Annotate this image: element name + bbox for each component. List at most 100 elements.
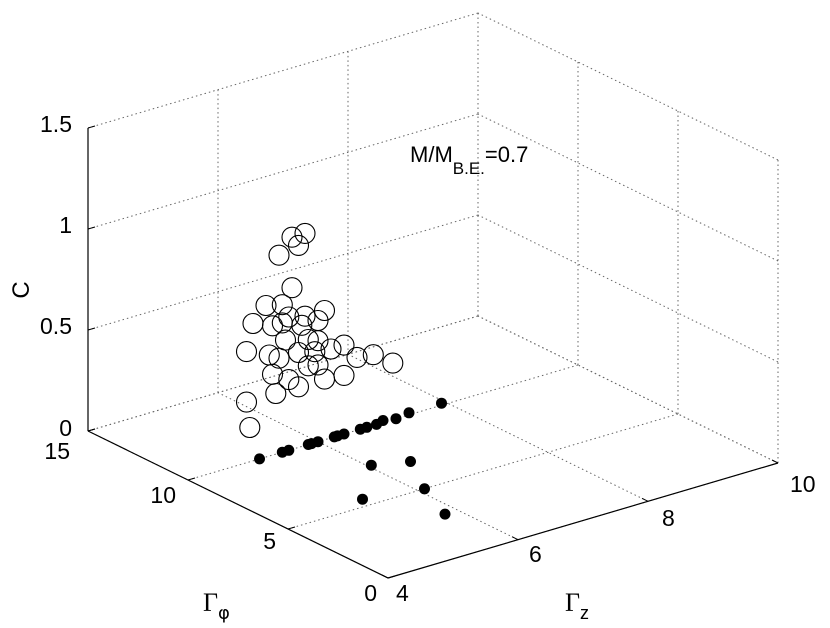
- filled-circle-point: [390, 413, 402, 425]
- open-circle-point: [278, 306, 300, 328]
- annotation-sub: B.E.: [453, 159, 485, 178]
- grid-lines: [87, 12, 779, 579]
- y-tick-mark: [187, 477, 196, 481]
- filled-circle-point: [403, 407, 415, 419]
- open-circle-point: [291, 314, 313, 336]
- open-circle-point: [268, 244, 290, 266]
- filled-circle-point: [371, 418, 382, 430]
- z-tick-label: 1.5: [40, 111, 72, 137]
- open-circle-point: [287, 376, 310, 398]
- open-circle-point: [281, 277, 303, 299]
- open-circle-point: [287, 341, 310, 364]
- filled-circle-series: [254, 397, 451, 520]
- grid-line: [87, 113, 479, 230]
- open-circle-point: [274, 329, 297, 351]
- open-circle-point: [333, 334, 355, 356]
- x-tick-label: 8: [662, 505, 675, 531]
- open-circle-point: [294, 305, 316, 327]
- grid-line: [87, 214, 479, 331]
- grid-line: [477, 315, 779, 464]
- y-tick-mark: [387, 575, 396, 579]
- y-axis-label: Γφ: [203, 588, 230, 624]
- open-circle-point: [362, 344, 384, 366]
- z-tick-mark: [87, 226, 96, 230]
- filled-circle-point: [365, 459, 377, 471]
- filled-circle-point: [302, 439, 314, 450]
- y-tick-label: 15: [44, 438, 70, 464]
- filled-circle-point: [357, 493, 368, 505]
- y-tick-mark: [287, 526, 296, 530]
- y-tick-label: 5: [263, 528, 276, 554]
- annotation-main: M/M: [410, 142, 453, 167]
- filled-circle-point: [338, 428, 350, 440]
- filled-circle-point: [254, 453, 265, 465]
- x-tick-label: 4: [396, 580, 409, 606]
- x-tick-mark: [771, 459, 779, 464]
- y-axis-label-main: Γ: [203, 588, 218, 617]
- x-tick-labels: 4 6 8 10: [396, 471, 816, 606]
- z-tick-mark: [87, 125, 96, 129]
- z-tick-labels: 0 0.5 1 1.5: [40, 111, 72, 441]
- x-tick-mark: [641, 497, 649, 502]
- open-circle-point: [261, 315, 284, 337]
- x-axis-label: Γz: [565, 588, 589, 623]
- y-tick-label: 0: [364, 580, 377, 606]
- filled-circle-point: [439, 508, 451, 520]
- z-tick-mark: [87, 428, 96, 432]
- open-circle-point: [304, 341, 326, 363]
- x-axis-label-sub: z: [580, 603, 589, 623]
- grid-line: [87, 12, 479, 129]
- annotation-suffix: =0.7: [485, 142, 528, 167]
- grid-line: [477, 12, 779, 161]
- open-circle-point: [346, 346, 368, 368]
- open-circle-point: [320, 338, 342, 360]
- open-circle-point: [281, 226, 303, 248]
- filled-circle-point: [419, 483, 430, 495]
- y-tick-labels: 0 5 10 15: [44, 438, 377, 606]
- open-circle-point: [382, 352, 404, 374]
- filled-circle-point: [354, 423, 366, 435]
- mass-ratio-annotation: M/MB.E.=0.7: [410, 142, 528, 178]
- open-circle-point: [294, 222, 316, 244]
- filled-circle-point: [405, 456, 416, 467]
- open-circle-point: [271, 294, 293, 316]
- open-circle-point: [255, 294, 277, 317]
- axes-box: [87, 128, 779, 579]
- z-tick-label: 1: [59, 212, 72, 238]
- x-tick-label: 10: [790, 471, 816, 497]
- x-axis-label-main: Γ: [565, 588, 580, 617]
- open-circle-point: [235, 391, 258, 413]
- open-circle-point: [235, 341, 258, 363]
- filled-circle-point: [283, 444, 295, 456]
- filled-circle-point: [436, 397, 447, 409]
- z-tick-mark: [87, 327, 96, 331]
- x-tick-label: 6: [529, 541, 542, 567]
- open-circle-point: [242, 312, 264, 335]
- x-tick-mark: [511, 536, 519, 541]
- grid-line: [287, 413, 679, 530]
- grid-line: [347, 353, 649, 502]
- open-circle-point: [239, 416, 261, 439]
- z-tick-label: 0.5: [40, 313, 72, 339]
- x-axis-line: [387, 462, 779, 579]
- open-circle-point: [307, 354, 329, 376]
- tick-marks: [87, 125, 779, 579]
- open-circle-point: [313, 299, 336, 322]
- y-tick-label: 10: [150, 482, 176, 508]
- y-axis-line: [87, 430, 389, 579]
- open-circle-point: [287, 234, 310, 256]
- open-circle-point: [265, 382, 287, 405]
- open-circle-point: [333, 364, 355, 386]
- open-circle-series: [235, 222, 404, 439]
- z-tick-label: 0: [59, 415, 72, 441]
- open-circle-point: [307, 330, 329, 352]
- filled-circle-point: [328, 431, 340, 443]
- open-circle-point: [297, 355, 319, 377]
- grid-line: [477, 113, 779, 262]
- grid-line: [477, 214, 779, 363]
- z-axis-label: C: [8, 281, 35, 298]
- open-circle-point: [268, 347, 290, 369]
- y-axis-label-sub: φ: [218, 603, 230, 624]
- x-tick-mark: [381, 574, 389, 579]
